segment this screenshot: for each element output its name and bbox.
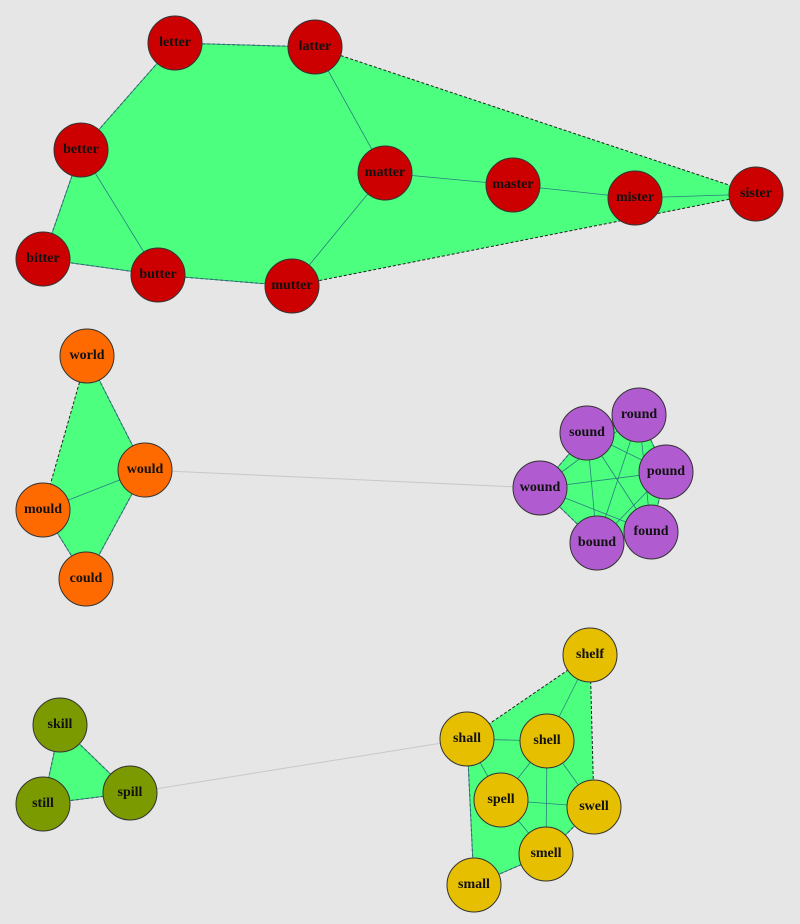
word-node: butter [130,247,186,303]
node-label: mutter [271,278,312,293]
word-node: latter [287,19,343,75]
node-circle [473,772,529,828]
node-label: shall [453,731,481,746]
node-circle [357,145,413,201]
word-node: spell [473,772,529,828]
node-circle [264,258,320,314]
node-circle [439,711,495,767]
node-label: letter [159,35,191,50]
word-node: skill [32,697,88,753]
node-circle [130,247,186,303]
node-label: pound [647,464,685,479]
node-circle [485,157,541,213]
node-circle [623,504,679,560]
word-node: could [58,551,114,607]
word-node: sound [559,405,615,461]
node-label: better [63,142,99,157]
node-label: wound [520,480,561,495]
word-node: smell [518,826,574,882]
node-label: sister [740,186,772,201]
word-node: bitter [15,231,71,287]
word-node: round [611,387,667,443]
node-label: smell [530,846,561,861]
node-circle [15,231,71,287]
cluster-hull [42,355,146,580]
node-circle [512,460,568,516]
node-label: still [32,796,54,811]
word-node: bound [569,515,625,571]
node-circle [559,405,615,461]
node-label: small [458,877,490,892]
word-node: better [53,122,109,178]
node-label: swell [579,799,609,814]
node-circle [53,122,109,178]
word-node: matter [357,145,413,201]
node-circle [147,15,203,71]
word-node: spill [102,765,158,821]
node-circle [15,482,71,538]
node-label: sound [569,425,605,440]
node-label: butter [139,267,176,282]
node-label: could [70,571,103,586]
node-circle [446,857,502,913]
word-node: shall [439,711,495,767]
word-node: found [623,504,679,560]
node-label: master [492,177,533,192]
word-node: would [117,442,173,498]
node-label: mould [24,502,62,517]
node-circle [607,170,663,226]
node-circle [566,779,622,835]
word-node: letter [147,15,203,71]
word-node: mould [15,482,71,538]
node-circle [15,776,71,832]
node-label: shell [533,733,560,748]
node-label: found [633,524,668,539]
node-label: spill [118,785,143,800]
word-node: sister [728,166,784,222]
node-circle [32,697,88,753]
node-circle [519,713,575,769]
node-label: skill [48,717,73,732]
word-node: shelf [562,627,618,683]
node-circle [728,166,784,222]
node-circle [102,765,158,821]
node-label: shelf [576,647,604,662]
word-node: swell [566,779,622,835]
word-node: mutter [264,258,320,314]
node-circle [518,826,574,882]
node-circle [58,551,114,607]
node-circle [569,515,625,571]
node-label: spell [487,792,514,807]
cross-edge [144,469,541,489]
node-circle [59,328,115,384]
cross-edge [129,738,468,794]
node-circle [287,19,343,75]
node-label: bitter [26,251,59,266]
node-circle [611,387,667,443]
word-node: pound [638,444,694,500]
node-label: bound [578,535,616,550]
node-label: world [70,348,105,363]
word-node: still [15,776,71,832]
word-node: mister [607,170,663,226]
node-circle [117,442,173,498]
node-label: mister [616,190,654,205]
word-node: world [59,328,115,384]
node-label: latter [299,39,332,54]
word-node: shell [519,713,575,769]
node-label: would [127,462,164,477]
word-node: small [446,857,502,913]
word-node: wound [512,460,568,516]
node-label: round [621,407,658,422]
node-label: matter [365,165,405,180]
node-circle [562,627,618,683]
node-circle [638,444,694,500]
word-node: master [485,157,541,213]
